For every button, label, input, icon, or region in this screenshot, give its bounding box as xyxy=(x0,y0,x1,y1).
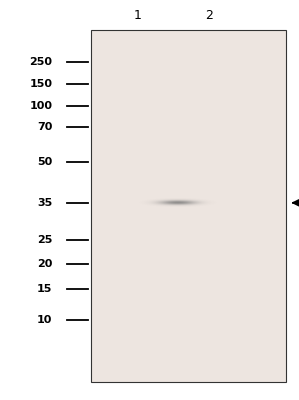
Text: 1: 1 xyxy=(134,9,141,22)
Text: 70: 70 xyxy=(37,122,52,132)
Text: 100: 100 xyxy=(29,101,52,111)
Text: 20: 20 xyxy=(37,259,52,269)
Text: 15: 15 xyxy=(37,284,52,294)
Text: 2: 2 xyxy=(205,9,213,22)
Text: 35: 35 xyxy=(37,198,52,208)
Text: 50: 50 xyxy=(37,157,52,167)
Text: 250: 250 xyxy=(29,57,52,67)
Text: 10: 10 xyxy=(37,315,52,325)
Text: 25: 25 xyxy=(37,235,52,245)
Text: 150: 150 xyxy=(29,79,52,89)
Bar xyxy=(91,30,286,382)
